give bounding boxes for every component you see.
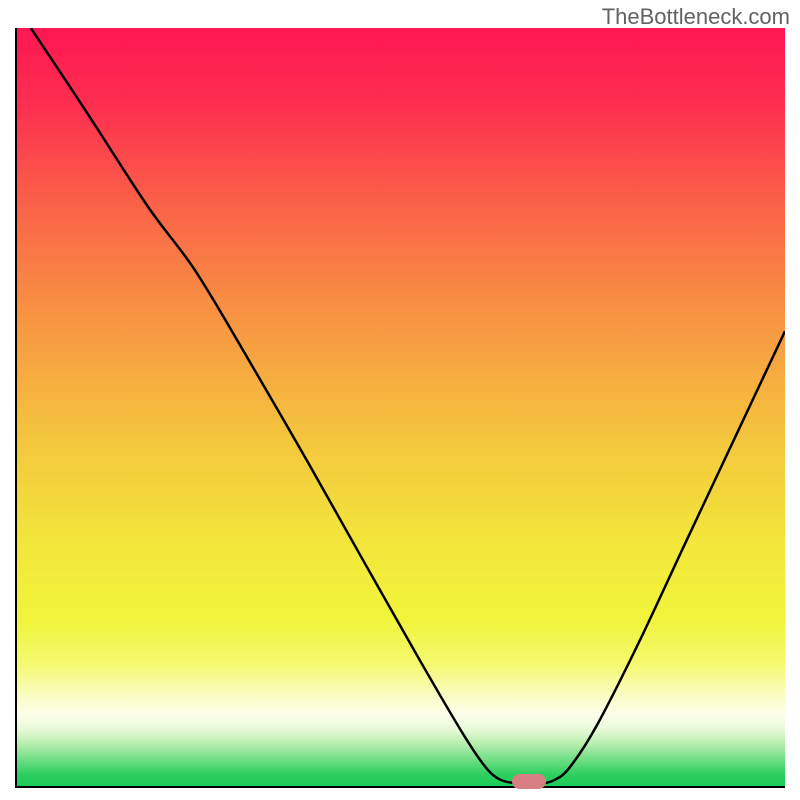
watermark-text: TheBottleneck.com bbox=[602, 4, 790, 30]
chart-area bbox=[15, 28, 785, 788]
curve-path bbox=[31, 28, 785, 784]
optimum-marker bbox=[512, 774, 546, 789]
bottleneck-curve bbox=[17, 28, 785, 786]
